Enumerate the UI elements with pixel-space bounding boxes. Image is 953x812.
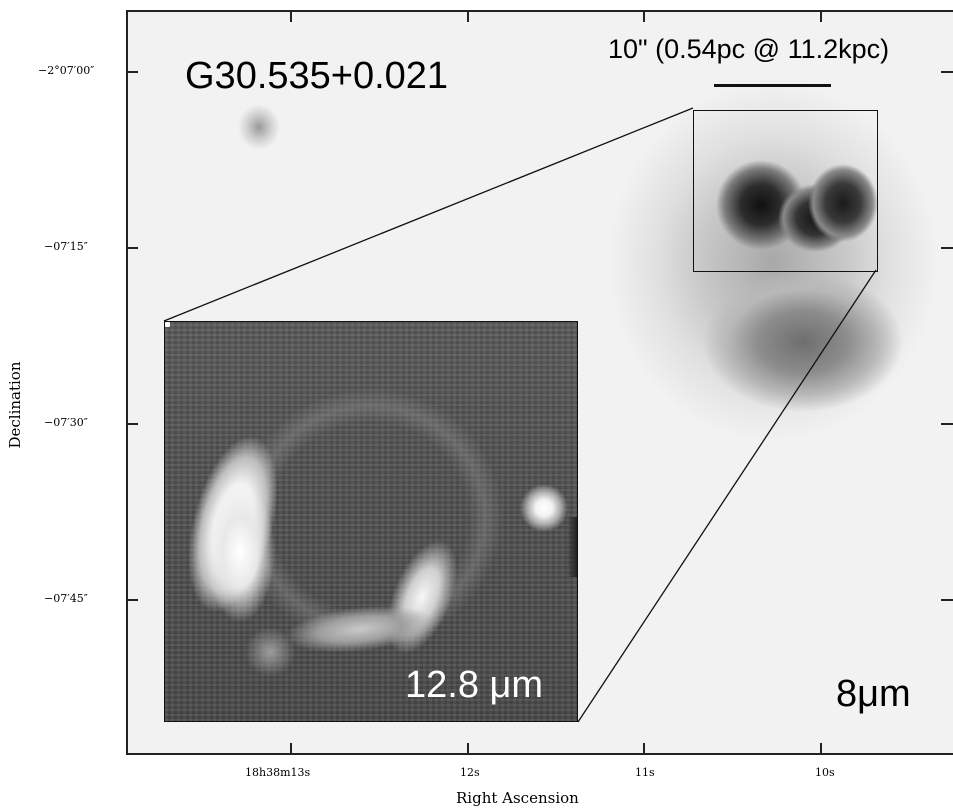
y-tick [941, 599, 953, 601]
inset-edge-shadow [567, 517, 577, 577]
x-tick [820, 743, 822, 755]
lower-emission-blob [703, 272, 903, 412]
y-tick [941, 423, 953, 425]
point-source [520, 484, 568, 532]
y-axis-label-text: Declination [6, 361, 24, 449]
inset-12um-image: 12.8 μm [164, 321, 578, 722]
bright-core-right [808, 164, 878, 242]
y-tick [126, 599, 138, 601]
x-tick [290, 10, 292, 22]
y-tick-label: −07′30″ [44, 416, 88, 429]
x-tick [467, 743, 469, 755]
source-name-label: G30.535+0.021 [185, 55, 449, 97]
x-axis-label: Right Ascension [456, 789, 579, 807]
zoom-region-box [693, 110, 878, 272]
small-point-source [165, 322, 170, 327]
x-tick [467, 10, 469, 22]
y-tick-label: −07′45″ [44, 592, 88, 605]
x-tick [820, 10, 822, 22]
inset-wavelength-label: 12.8 μm [405, 664, 544, 706]
y-tick [941, 247, 953, 249]
y-tick-label: −2°07′00″ [38, 64, 95, 77]
x-tick [643, 10, 645, 22]
y-tick [941, 71, 953, 73]
x-tick [290, 743, 292, 755]
scale-bar [714, 84, 831, 87]
faint-source-blob [238, 104, 280, 150]
y-tick [126, 423, 138, 425]
y-tick [126, 71, 138, 73]
x-tick-label: 12s [460, 766, 480, 779]
x-tick-label: 11s [635, 766, 655, 779]
x-tick-label: 10s [815, 766, 835, 779]
scale-bar-label: 10" (0.54pc @ 11.2kpc) [608, 34, 890, 64]
x-tick [643, 743, 645, 755]
y-tick [126, 247, 138, 249]
arc-bottom-left [245, 627, 295, 677]
y-tick-label: −07′15″ [44, 240, 88, 253]
x-tick-label: 18h38m13s [245, 766, 311, 779]
main-wavelength-label: 8μm [836, 673, 911, 715]
bright-arc-left-core [205, 482, 275, 622]
y-axis-label: Declination [0, 361, 30, 448]
